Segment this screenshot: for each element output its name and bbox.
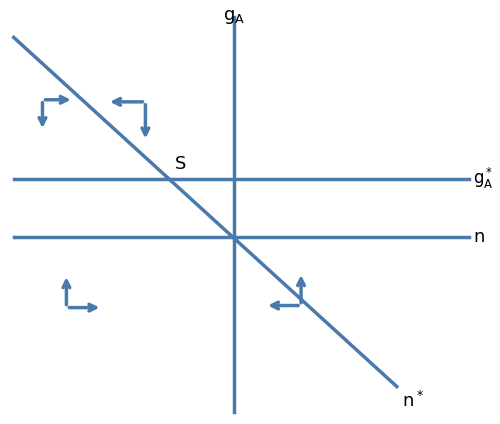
Text: $\mathregular{S}$: $\mathregular{S}$ bbox=[174, 154, 186, 173]
Text: $\mathregular{n}$: $\mathregular{n}$ bbox=[474, 228, 486, 246]
Text: $\mathregular{g_A}$: $\mathregular{g_A}$ bbox=[223, 8, 245, 26]
Text: $\mathregular{n^*}$: $\mathregular{n^*}$ bbox=[402, 391, 423, 411]
Text: $\mathregular{g^*_A}$: $\mathregular{g^*_A}$ bbox=[474, 166, 494, 191]
